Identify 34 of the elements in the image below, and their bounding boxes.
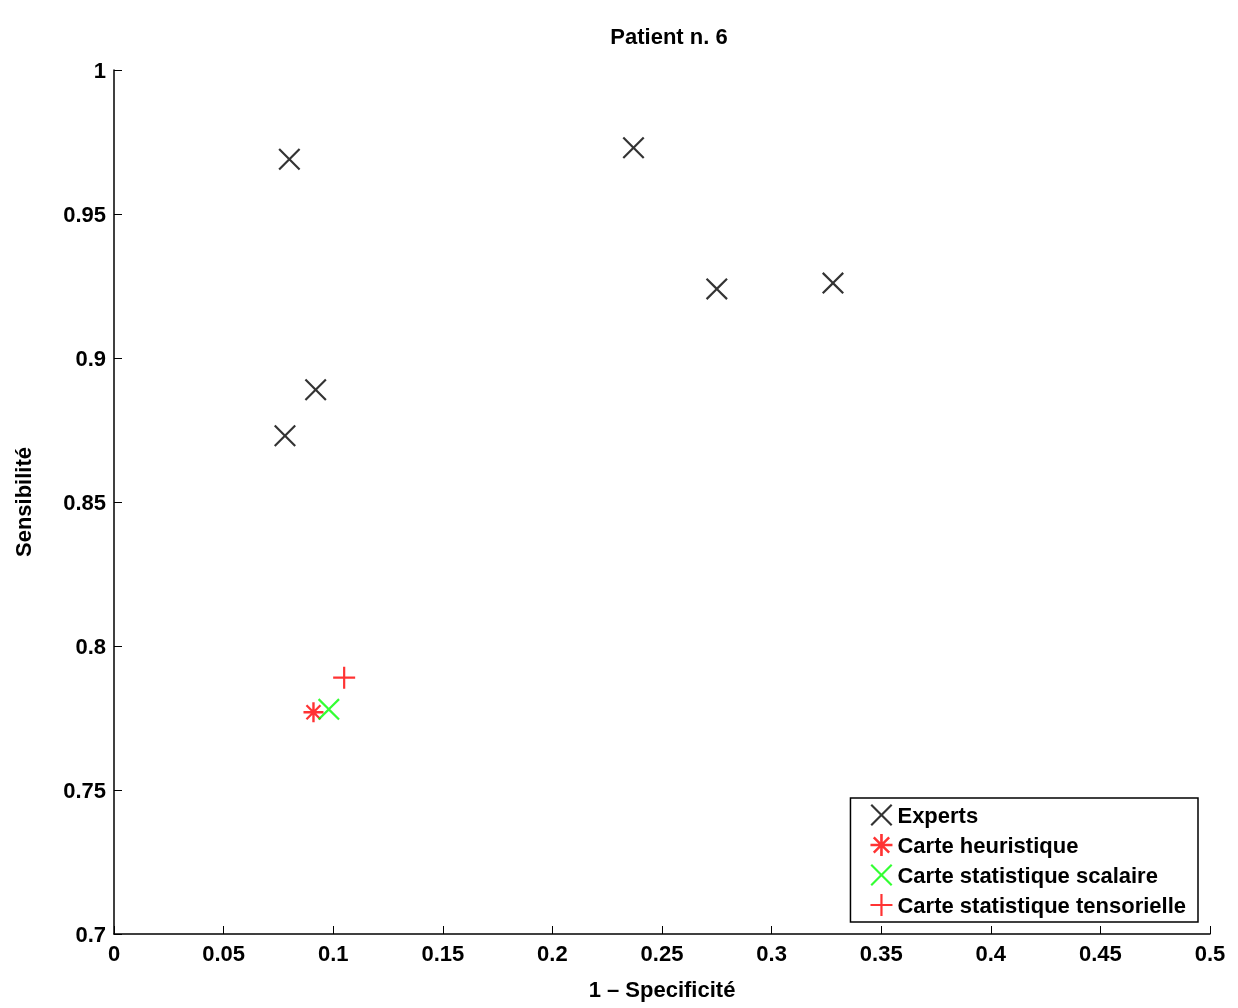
x-tick-label: 0.05 (202, 940, 246, 966)
point (273, 424, 296, 447)
legend-label: Carte heuristique (897, 832, 1079, 858)
y-tick-label: 0.9 (75, 345, 106, 371)
y-tick-label: 0.85 (63, 489, 106, 515)
point (821, 272, 844, 295)
y-tick-label: 0.8 (75, 633, 106, 659)
legend-label: Carte statistique tensorielle (897, 892, 1187, 918)
y-axis-title: Sensibilité (10, 446, 36, 558)
x-tick-label: 0.15 (421, 940, 465, 966)
y-tick-label: 0.75 (63, 777, 106, 803)
y-tick-label: 0.95 (63, 201, 106, 227)
point (303, 702, 324, 723)
point (317, 698, 340, 721)
point (304, 378, 327, 401)
point (622, 136, 645, 159)
x-tick-label: 0.2 (537, 940, 568, 966)
x-tick-label: 0.35 (859, 940, 903, 966)
point (278, 148, 301, 171)
legend-label: Carte statistique scalaire (897, 862, 1158, 888)
x-tick-label: 0.5 (1194, 940, 1226, 966)
x-tick-label: 0 (107, 940, 121, 966)
legend-label: Experts (897, 802, 979, 828)
y-tick-label: 0.7 (75, 921, 106, 947)
x-tick-label: 0.3 (756, 940, 787, 966)
y-tick-label: 1 (93, 57, 106, 83)
point (705, 277, 728, 300)
chart-title: Patient n. 6 (610, 23, 728, 49)
x-tick-label: 0.45 (1078, 940, 1122, 966)
x-tick-label: 0.25 (640, 940, 684, 966)
x-tick-label: 0.4 (975, 940, 1007, 966)
x-axis-title: 1 – Specificité (588, 976, 736, 1002)
point (333, 666, 356, 689)
x-tick-label: 0.1 (317, 940, 349, 966)
